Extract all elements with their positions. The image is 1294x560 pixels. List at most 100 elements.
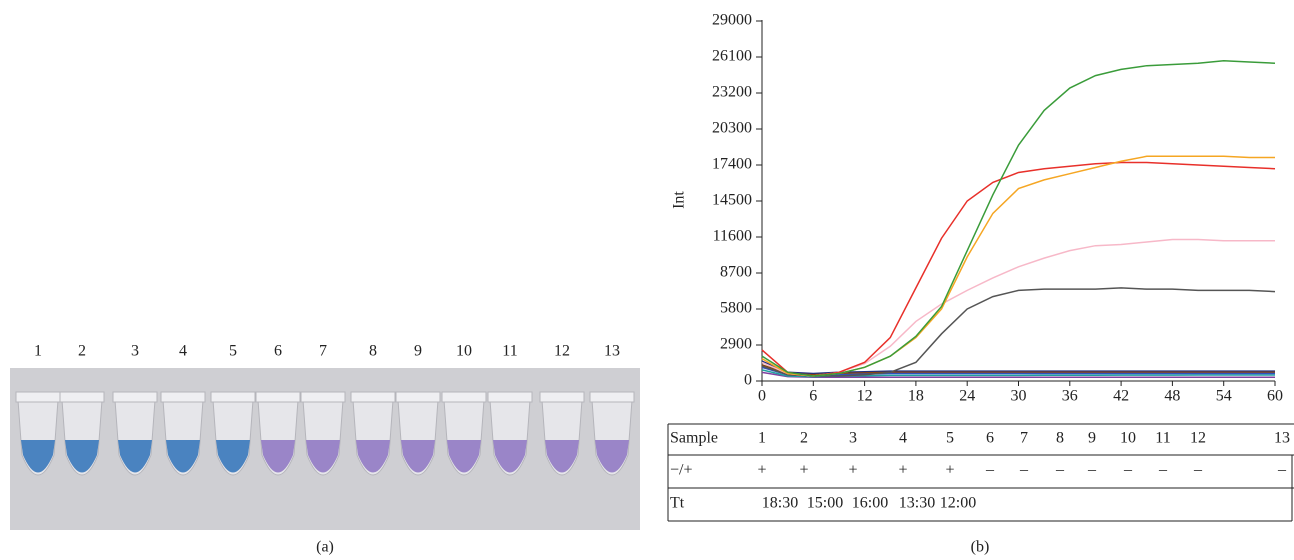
y-tick-label: 23200 xyxy=(712,84,752,101)
table-cell: 13 xyxy=(1274,430,1290,447)
x-tick-label: 48 xyxy=(1164,388,1180,405)
table-cell: 5 xyxy=(946,430,954,447)
table-cell: 12:00 xyxy=(940,495,976,512)
table-cell: 12 xyxy=(1190,430,1206,447)
table-cell: 1 xyxy=(758,430,766,447)
tube-liquid xyxy=(595,440,629,473)
series-line xyxy=(761,366,1275,377)
tube-liquid xyxy=(493,440,527,473)
table-cell: −/+ xyxy=(670,462,693,479)
tube-liquid xyxy=(447,440,481,473)
x-tick-label: 6 xyxy=(809,388,817,405)
tube-liquid xyxy=(65,440,99,473)
table-cell: 16:00 xyxy=(852,495,888,512)
tube-cap xyxy=(255,391,301,403)
table-cell: 7 xyxy=(1020,430,1028,447)
table-cell: + xyxy=(799,462,808,479)
tube-liquid xyxy=(166,440,200,473)
y-tick-label: 2900 xyxy=(720,336,752,353)
x-tick-label: 24 xyxy=(959,388,975,405)
y-tick-label: 17400 xyxy=(712,156,752,173)
tube-cap xyxy=(395,391,441,403)
y-tick-label: 11600 xyxy=(713,228,752,245)
table-cell: 18:30 xyxy=(762,495,798,512)
x-tick-label: 12 xyxy=(857,388,873,405)
tube-cap xyxy=(300,391,346,403)
table-cell: – xyxy=(985,462,995,479)
tube-label: 1 xyxy=(34,343,42,360)
tube-cap xyxy=(539,391,585,403)
table-cell: 2 xyxy=(800,430,808,447)
tube-label: 6 xyxy=(274,343,282,360)
x-tick-label: 60 xyxy=(1267,388,1283,405)
y-tick-label: 8700 xyxy=(720,264,752,281)
table-cell: 8 xyxy=(1056,430,1064,447)
tube-liquid xyxy=(401,440,435,473)
table-cell: – xyxy=(1193,462,1203,479)
table-cell: 10 xyxy=(1120,430,1136,447)
tube-label: 8 xyxy=(369,343,377,360)
tube-cap xyxy=(15,391,61,403)
tube-label: 3 xyxy=(131,343,139,360)
y-tick-label: 26100 xyxy=(712,48,752,65)
table-cell: + xyxy=(757,462,766,479)
table-cell: 9 xyxy=(1088,430,1096,447)
caption: (b) xyxy=(971,539,990,556)
tube-label: 9 xyxy=(414,343,422,360)
x-tick-label: 0 xyxy=(758,388,766,405)
tube-cap xyxy=(112,391,158,403)
table-cell: 3 xyxy=(849,430,857,447)
series-line xyxy=(761,161,1276,377)
table-cell: 13:30 xyxy=(899,495,935,512)
table-cell: – xyxy=(1055,462,1065,479)
series-line xyxy=(761,287,1276,377)
tube-cap xyxy=(210,391,256,403)
tube-liquid xyxy=(118,440,152,473)
table-cell: + xyxy=(945,462,954,479)
tube-cap xyxy=(589,391,635,403)
table-cell: – xyxy=(1277,462,1287,479)
tube-liquid xyxy=(21,440,55,473)
caption: (a) xyxy=(316,539,334,556)
tube-label: 5 xyxy=(229,343,237,360)
tube-label: 4 xyxy=(179,343,187,360)
tube-cap xyxy=(487,391,533,403)
series-line xyxy=(761,364,1275,376)
tube-liquid xyxy=(306,440,340,473)
tube-label: 13 xyxy=(604,343,620,360)
series-line xyxy=(761,238,1275,377)
table-cell: 4 xyxy=(899,430,907,447)
series-line xyxy=(761,59,1276,377)
tube-label: 2 xyxy=(78,343,86,360)
x-tick-label: 30 xyxy=(1011,388,1027,405)
y-axis-label: Int xyxy=(671,191,688,209)
x-tick-label: 54 xyxy=(1216,388,1232,405)
tube-liquid xyxy=(545,440,579,473)
y-tick-label: 0 xyxy=(744,372,752,389)
series-line xyxy=(761,371,1275,379)
table-cell: 15:00 xyxy=(807,495,843,512)
table-cell: 6 xyxy=(986,430,994,447)
table-cell: + xyxy=(848,462,857,479)
tube-cap xyxy=(441,391,487,403)
table-cell: – xyxy=(1123,462,1133,479)
table-cell: – xyxy=(1087,462,1097,479)
tube-liquid xyxy=(261,440,295,473)
tube-liquid xyxy=(216,440,250,473)
tube-liquid xyxy=(356,440,390,473)
x-tick-label: 42 xyxy=(1113,388,1129,405)
table-cell: 11 xyxy=(1155,430,1170,447)
table-lines xyxy=(667,423,1294,522)
tube-cap xyxy=(350,391,396,403)
table-cell: + xyxy=(898,462,907,479)
y-tick-label: 29000 xyxy=(712,12,752,29)
table-cell: – xyxy=(1019,462,1029,479)
tube-label: 10 xyxy=(456,343,472,360)
tube-cap xyxy=(59,391,105,403)
y-tick-label: 14500 xyxy=(712,192,752,209)
tube-label: 7 xyxy=(319,343,327,360)
x-tick-label: 18 xyxy=(908,388,924,405)
table-cell: Tt xyxy=(670,495,685,512)
